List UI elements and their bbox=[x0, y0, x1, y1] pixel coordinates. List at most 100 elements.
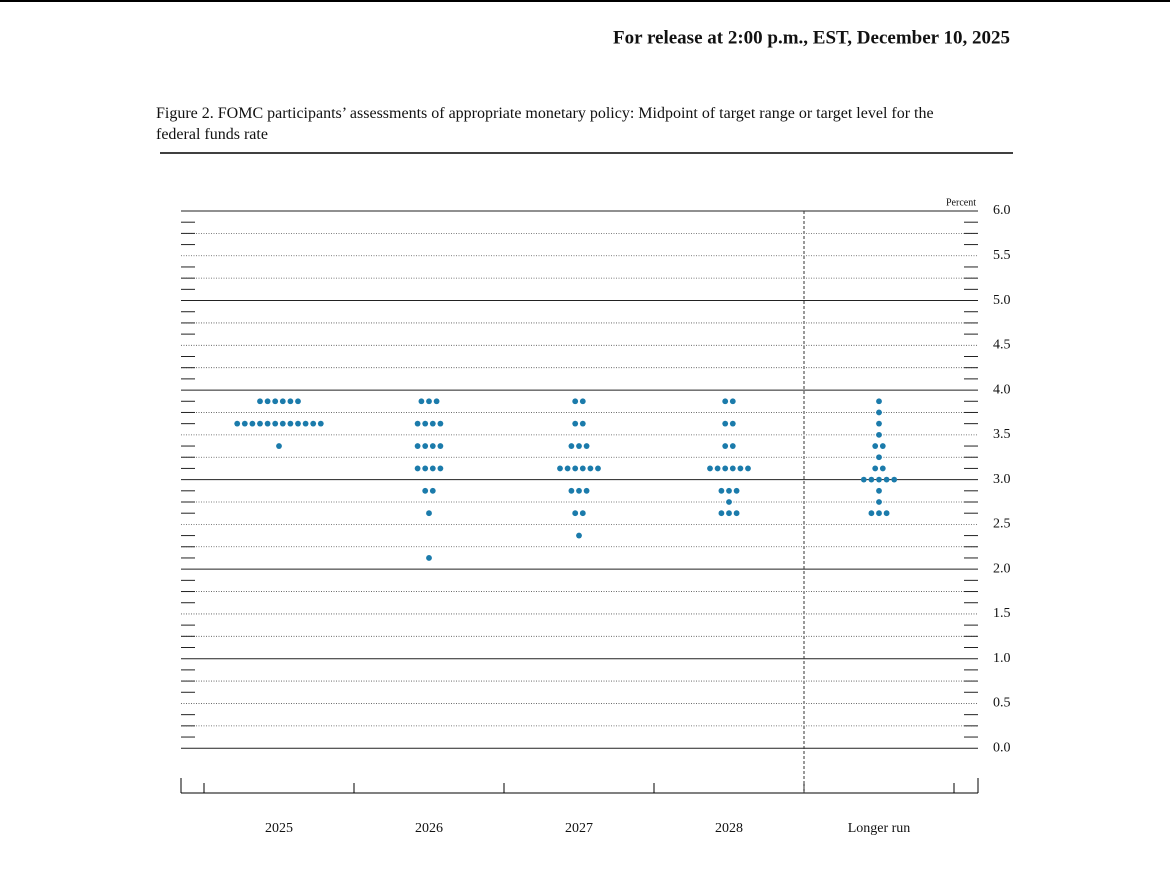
y-tick-label: 4.5 bbox=[993, 338, 1011, 353]
dot bbox=[241, 420, 248, 427]
y-tick-label: 2.0 bbox=[993, 561, 1011, 576]
dot bbox=[733, 510, 740, 517]
dot bbox=[868, 476, 875, 483]
dot bbox=[876, 420, 882, 427]
dot bbox=[745, 465, 751, 472]
dot bbox=[726, 487, 732, 494]
dot bbox=[714, 465, 721, 472]
dot bbox=[726, 510, 732, 517]
dot bbox=[249, 420, 256, 427]
dot bbox=[876, 454, 882, 461]
dot bbox=[879, 443, 886, 449]
x-tick-label: 2028 bbox=[715, 821, 743, 836]
dot bbox=[279, 420, 286, 427]
dot bbox=[272, 398, 279, 405]
dot bbox=[718, 487, 725, 494]
dot bbox=[576, 443, 582, 449]
y-tick-label: 3.0 bbox=[993, 472, 1011, 487]
dot bbox=[729, 420, 736, 427]
dot bbox=[310, 420, 317, 427]
dot bbox=[722, 398, 729, 405]
dot bbox=[317, 420, 324, 427]
dot bbox=[568, 487, 575, 494]
dot bbox=[879, 465, 886, 472]
dot bbox=[426, 555, 432, 561]
dot bbox=[418, 398, 425, 405]
dot bbox=[429, 443, 436, 449]
dot bbox=[557, 465, 563, 472]
dot bbox=[579, 420, 586, 427]
dot bbox=[729, 465, 736, 472]
dot bbox=[437, 465, 444, 472]
dot bbox=[414, 443, 421, 449]
dot bbox=[722, 420, 729, 427]
dot bbox=[279, 398, 286, 405]
x-tick-label: 2026 bbox=[415, 821, 443, 836]
y-axis-label: Percent bbox=[946, 197, 976, 208]
x-tick-label: Longer run bbox=[848, 821, 911, 836]
y-tick-label: 3.5 bbox=[993, 427, 1011, 442]
dot bbox=[295, 398, 301, 405]
dot bbox=[722, 465, 729, 472]
dot bbox=[264, 398, 271, 405]
dot bbox=[876, 431, 882, 438]
dot bbox=[872, 465, 879, 472]
dot bbox=[414, 420, 421, 427]
y-tick-label: 5.0 bbox=[993, 293, 1011, 308]
y-tick-label: 5.5 bbox=[993, 248, 1011, 263]
dot bbox=[707, 465, 713, 472]
dot bbox=[876, 487, 882, 494]
dot bbox=[264, 420, 271, 427]
dot bbox=[583, 443, 590, 449]
dot bbox=[733, 487, 740, 494]
dot bbox=[729, 443, 736, 449]
x-tick-label: 2025 bbox=[265, 821, 293, 836]
dot bbox=[433, 398, 440, 405]
dot bbox=[287, 398, 294, 405]
dot bbox=[426, 398, 432, 405]
dot bbox=[876, 409, 882, 416]
y-tick-label: 6.0 bbox=[993, 203, 1011, 218]
y-tick-label: 1.0 bbox=[993, 651, 1011, 666]
dot bbox=[564, 465, 571, 472]
dot bbox=[568, 443, 575, 449]
dot bbox=[595, 465, 601, 472]
dot bbox=[276, 443, 282, 449]
dot bbox=[287, 420, 294, 427]
y-tick-label: 4.0 bbox=[993, 382, 1011, 397]
dot bbox=[579, 465, 586, 472]
dot bbox=[429, 420, 436, 427]
dot bbox=[295, 420, 301, 427]
dot bbox=[876, 510, 882, 517]
y-tick-label: 2.5 bbox=[993, 517, 1011, 532]
dot bbox=[576, 532, 582, 539]
x-tick-label: 2027 bbox=[565, 821, 593, 836]
dot bbox=[737, 465, 744, 472]
dot bbox=[718, 510, 725, 517]
dot bbox=[234, 420, 241, 427]
dot bbox=[257, 420, 263, 427]
dot bbox=[572, 420, 579, 427]
dot bbox=[860, 476, 867, 483]
dot bbox=[272, 420, 279, 427]
dot bbox=[257, 398, 263, 405]
dot bbox=[876, 476, 882, 483]
y-tick-label: 0.5 bbox=[993, 696, 1011, 711]
dot bbox=[868, 510, 875, 517]
dot bbox=[302, 420, 309, 427]
dot bbox=[422, 443, 429, 449]
dot bbox=[729, 398, 736, 405]
dot bbox=[876, 398, 882, 405]
dot bbox=[883, 476, 890, 483]
dot bbox=[572, 510, 579, 517]
dot bbox=[722, 443, 729, 449]
dot bbox=[437, 420, 444, 427]
dot bbox=[414, 465, 421, 472]
dot bbox=[572, 398, 579, 405]
dot bbox=[429, 487, 436, 494]
dot bbox=[587, 465, 594, 472]
dot bbox=[876, 499, 882, 505]
dot bbox=[583, 487, 590, 494]
dot bbox=[422, 465, 429, 472]
dot bbox=[883, 510, 890, 517]
